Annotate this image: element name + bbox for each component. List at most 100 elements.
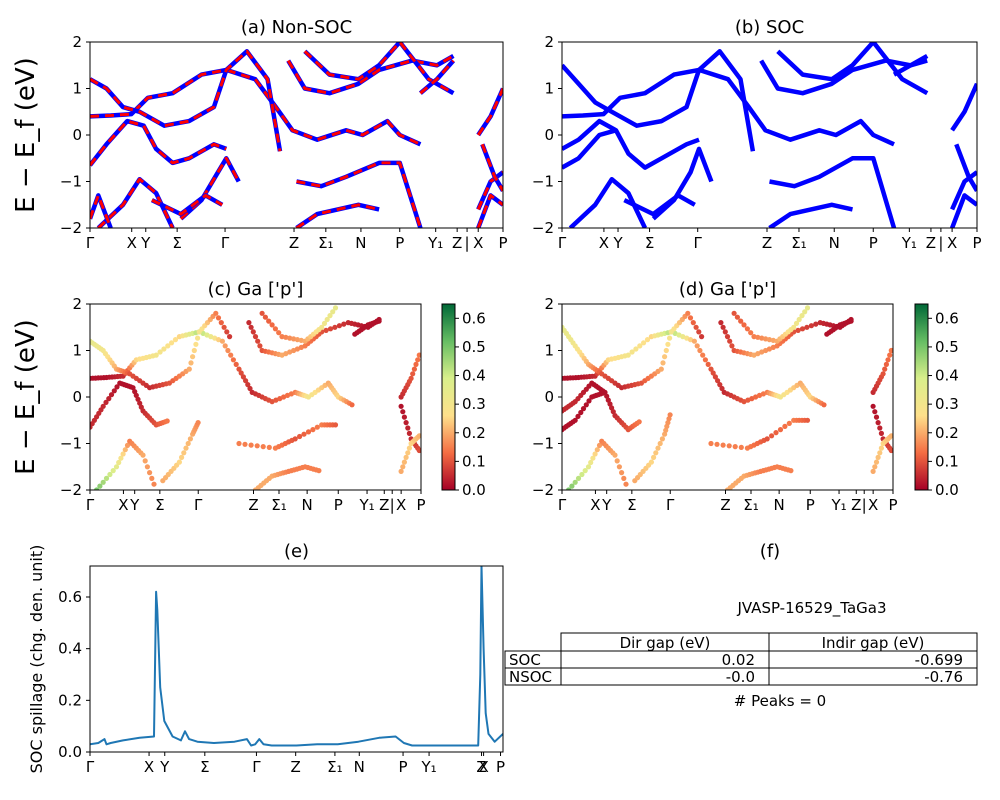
projection-dot-c <box>257 343 263 349</box>
band-line-b <box>562 118 700 170</box>
projection-dot-d <box>690 320 696 326</box>
projection-dot-d <box>648 459 655 465</box>
x-tick-label-e: Z <box>476 758 486 776</box>
projection-dot-c <box>349 402 355 408</box>
x-tick-label-c: P <box>416 496 425 514</box>
projection-dot-d <box>712 374 719 380</box>
projection-dot-c <box>153 352 159 358</box>
projection-dot-d <box>738 318 744 324</box>
projection-dot-d <box>672 330 678 336</box>
projection-dot-d <box>755 334 761 340</box>
y-tick-label-d: 1 <box>544 342 554 360</box>
band-line-nonsoc-dash <box>295 203 380 228</box>
y-tick-label-e: 0.6 <box>58 588 82 606</box>
projection-dot-c <box>400 409 406 415</box>
projection-dot-c <box>260 444 266 450</box>
projection-dot-d <box>724 334 731 340</box>
axes-frame-b <box>561 41 978 229</box>
projection-dot-c <box>110 468 116 474</box>
projection-dot-c <box>376 318 382 324</box>
colorbar-tick-label-d: 0.4 <box>935 367 959 385</box>
projection-dot-c <box>151 481 157 487</box>
table-row-label: NSOC <box>509 668 552 686</box>
projection-dot-d <box>888 447 893 454</box>
projection-dot-c <box>405 450 411 456</box>
projection-dot-c <box>327 313 333 319</box>
projection-dot-c <box>100 403 106 409</box>
projection-dot-d <box>875 420 881 426</box>
projection-dot-d <box>619 470 625 476</box>
projection-dot-c <box>246 320 252 326</box>
projection-dot-d <box>590 455 596 461</box>
projection-dot-d <box>786 420 792 426</box>
projection-dot-c <box>283 351 289 357</box>
projection-dot-d <box>738 444 744 450</box>
band-line-nonsoc-dash <box>90 119 227 167</box>
projection-dot-d <box>720 324 726 330</box>
projection-dot-c <box>187 436 193 442</box>
projection-dot-c <box>332 324 338 330</box>
x-tick-label-a: Z <box>452 234 462 252</box>
projection-dot-d <box>717 382 723 388</box>
x-tick-label-a: | <box>465 234 470 252</box>
y-tick-label-a: −1 <box>60 173 82 191</box>
projection-dot-d <box>607 401 613 407</box>
projection-dot-c <box>284 392 291 398</box>
projection-dot-c <box>410 371 416 377</box>
projection-dot-c <box>287 349 293 355</box>
projection-dot-c <box>107 471 113 478</box>
table-cell: -0.76 <box>924 668 963 686</box>
x-tick-label-c: Γ <box>194 496 203 514</box>
x-tick-label-d: X <box>868 496 878 514</box>
projection-dot-d <box>665 420 671 426</box>
projection-dot-c <box>411 366 417 372</box>
projection-dot-c <box>179 454 185 460</box>
projection-dot-c <box>222 343 228 349</box>
plot-area-d <box>562 305 893 490</box>
x-tick-label-b: Γ <box>558 234 567 252</box>
x-tick-label-b: Z <box>762 234 772 252</box>
projection-dot-d <box>696 329 702 335</box>
projection-dot-c <box>341 321 347 327</box>
x-tick-label-b: Σ <box>645 234 654 252</box>
projection-dot-d <box>813 321 819 327</box>
band-line-nonsoc-dash <box>419 59 455 95</box>
projection-dot-d <box>644 337 651 343</box>
band-line-nonsoc-dash <box>476 87 503 136</box>
projection-dot-c <box>227 334 233 340</box>
colorbar-tick-label-c: 0.1 <box>462 452 486 470</box>
projection-dot-c <box>247 385 253 392</box>
projection-dot-c <box>236 440 242 447</box>
projection-dot-c <box>200 330 206 336</box>
projection-dot-c <box>213 310 219 316</box>
y-tick-label-d: 0 <box>544 388 554 406</box>
projection-dot-d <box>612 452 618 458</box>
band-line-a <box>90 118 228 167</box>
colorbar-tick-label-d: 0.0 <box>935 481 959 499</box>
band-line-nonsoc-dash <box>90 68 422 146</box>
projection-dot-d <box>782 423 788 429</box>
x-tick-label-a: P <box>498 234 507 252</box>
x-tick-label-d: N <box>774 496 785 514</box>
projection-dot-d <box>719 385 725 392</box>
projection-dot-d <box>877 425 883 431</box>
projection-dot-d <box>769 433 775 439</box>
projection-dot-c <box>406 445 412 451</box>
projection-dot-d <box>585 464 592 470</box>
band-line-b <box>623 193 696 217</box>
projection-dot-d <box>637 343 643 349</box>
projection-dot-c <box>157 349 163 355</box>
projection-dot-c <box>406 430 412 436</box>
plot-area-c <box>90 305 421 490</box>
band-line-b <box>768 202 853 228</box>
x-tick-label-a: P <box>395 234 404 252</box>
projection-dot-c <box>147 470 153 476</box>
projection-dot-d <box>793 320 800 326</box>
panel-title-f: (f) <box>760 541 780 562</box>
colorbar-tick-label-d: 0.3 <box>935 395 959 413</box>
projection-dot-c <box>193 341 199 347</box>
projection-dot-d <box>583 402 589 408</box>
colorbar-tick-label-c: 0.2 <box>462 424 486 442</box>
projection-dot-c <box>266 444 272 450</box>
